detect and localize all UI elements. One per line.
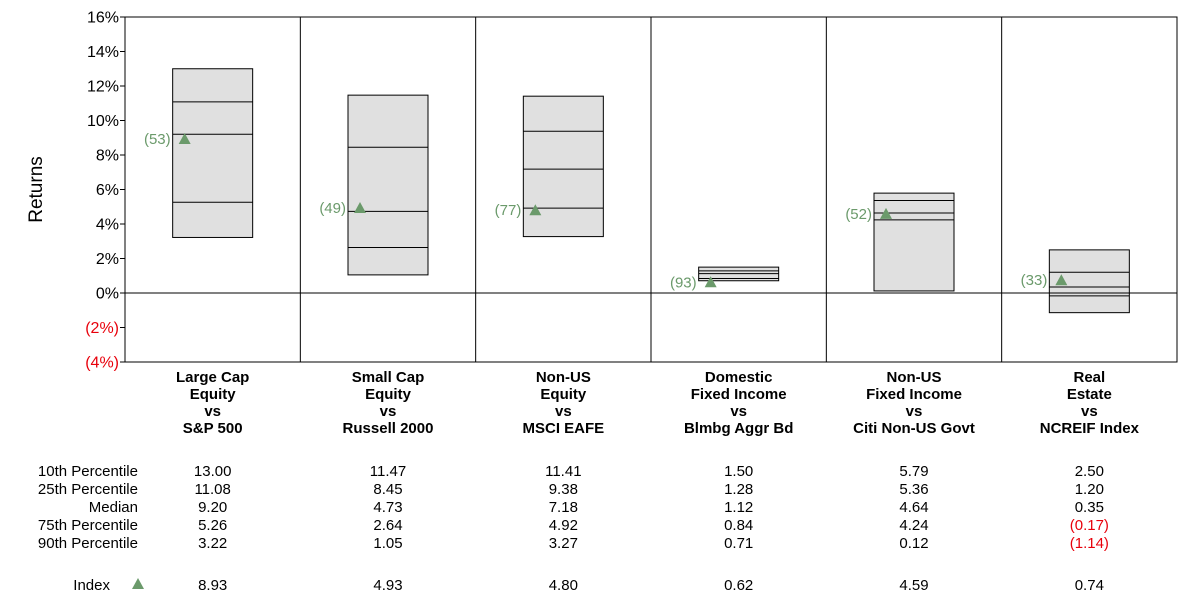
- percentile-box: [522, 95, 604, 238]
- category-label: Real: [1073, 369, 1105, 386]
- value-cell: 4.24: [899, 517, 928, 534]
- y-tick-label: 16%: [87, 10, 119, 27]
- value-cell: 4.64: [899, 499, 928, 516]
- value-cell: 9.38: [549, 481, 578, 498]
- value-cell: 13.00: [194, 463, 232, 480]
- index-marker: [354, 201, 366, 213]
- value-cell: 1.50: [724, 463, 753, 480]
- y-tick-label: 6%: [96, 182, 119, 199]
- y-tick-label: (2%): [85, 320, 119, 337]
- value-cell: 7.18: [549, 499, 578, 516]
- index-marker: [704, 276, 717, 288]
- category-label: vs: [380, 403, 397, 420]
- category-label: vs: [730, 403, 747, 420]
- value-cell: 0.74: [1075, 577, 1104, 594]
- category-label: Small Cap: [352, 369, 425, 386]
- value-cell: (1.14): [1070, 535, 1109, 552]
- value-cell: 0.62: [724, 577, 753, 594]
- category-label: NCREIF Index: [1040, 420, 1140, 437]
- value-cell: 3.27: [549, 535, 578, 552]
- row-label-p75: 75th Percentile: [38, 517, 138, 534]
- index-marker: [178, 132, 191, 144]
- category-label: Non-US: [887, 369, 942, 386]
- value-cell: 0.35: [1075, 499, 1104, 516]
- category-label: Domestic: [705, 369, 773, 386]
- value-cell: 4.93: [373, 577, 402, 594]
- value-cell: 5.79: [899, 463, 928, 480]
- index-marker: [880, 207, 892, 219]
- value-cell: 1.28: [724, 481, 753, 498]
- category-label: vs: [1081, 403, 1098, 420]
- value-cell: 4.73: [373, 499, 402, 516]
- value-cell: 8.45: [373, 481, 402, 498]
- index-rank-label: (33): [1021, 272, 1048, 289]
- index-rank-label: (93): [670, 274, 697, 291]
- category-label: Fixed Income: [866, 386, 962, 403]
- value-cell: 11.47: [370, 463, 406, 480]
- value-cell: 9.20: [198, 499, 227, 516]
- value-cell: 4.92: [549, 517, 578, 534]
- category-label: MSCI EAFE: [522, 420, 604, 437]
- value-cell: 2.64: [373, 517, 402, 534]
- index-marker: [529, 204, 542, 216]
- category-label: vs: [555, 403, 572, 420]
- value-cell: 11.41: [545, 463, 581, 480]
- y-tick-label: 2%: [96, 251, 119, 268]
- value-cell: 1.12: [724, 499, 753, 516]
- value-cell: 3.22: [198, 535, 227, 552]
- category-label: vs: [204, 403, 221, 420]
- percentile-box: [347, 94, 429, 276]
- y-tick-label: 8%: [96, 148, 119, 165]
- category-label: Citi Non-US Govt: [853, 420, 975, 437]
- category-label: Equity: [190, 386, 236, 403]
- category-label: Fixed Income: [691, 386, 787, 403]
- y-tick-label: 14%: [87, 44, 119, 61]
- value-cell: 8.93: [198, 577, 227, 594]
- category-label: Blmbg Aggr Bd: [684, 420, 793, 437]
- category-label: Equity: [540, 386, 586, 403]
- category-label: vs: [906, 403, 923, 420]
- index-rank-label: (53): [144, 131, 171, 148]
- value-cell: 11.08: [194, 481, 230, 498]
- category-label: Non-US: [536, 369, 591, 386]
- category-label: Large Cap: [176, 369, 249, 386]
- value-cell: 5.36: [899, 481, 928, 498]
- row-label-median: Median: [89, 499, 138, 516]
- percentile-box: [172, 68, 254, 238]
- y-tick-label: 0%: [96, 286, 119, 303]
- value-cell: 1.20: [1075, 481, 1104, 498]
- y-axis-label: Returns: [26, 156, 47, 223]
- value-cell: 1.05: [373, 535, 402, 552]
- value-cell: 0.84: [724, 517, 753, 534]
- value-cell: (0.17): [1070, 517, 1109, 534]
- category-label: Estate: [1067, 386, 1112, 403]
- y-tick-label: 4%: [96, 217, 119, 234]
- index-rank-label: (77): [495, 202, 522, 219]
- row-label-p10: 10th Percentile: [38, 463, 138, 480]
- index-legend-marker: [132, 578, 144, 589]
- index-rank-label: (52): [845, 206, 872, 223]
- row-label-index: Index: [73, 577, 110, 594]
- category-label: Equity: [365, 386, 411, 403]
- value-cell: 4.59: [899, 577, 928, 594]
- category-label: Russell 2000: [343, 420, 434, 437]
- percentile-box: [873, 192, 955, 292]
- value-cell: 4.80: [549, 577, 578, 594]
- value-cell: 2.50: [1075, 463, 1104, 480]
- index-rank-label: (49): [319, 200, 346, 217]
- index-marker: [1055, 274, 1068, 286]
- category-label: S&P 500: [183, 420, 243, 437]
- row-label-p25: 25th Percentile: [38, 481, 138, 498]
- y-tick-label: 12%: [87, 79, 119, 96]
- value-cell: 0.12: [899, 535, 928, 552]
- y-tick-label: (4%): [85, 355, 119, 372]
- value-cell: 0.71: [724, 535, 753, 552]
- y-tick-label: 10%: [87, 113, 119, 130]
- value-cell: 5.26: [198, 517, 227, 534]
- row-label-p90: 90th Percentile: [38, 535, 138, 552]
